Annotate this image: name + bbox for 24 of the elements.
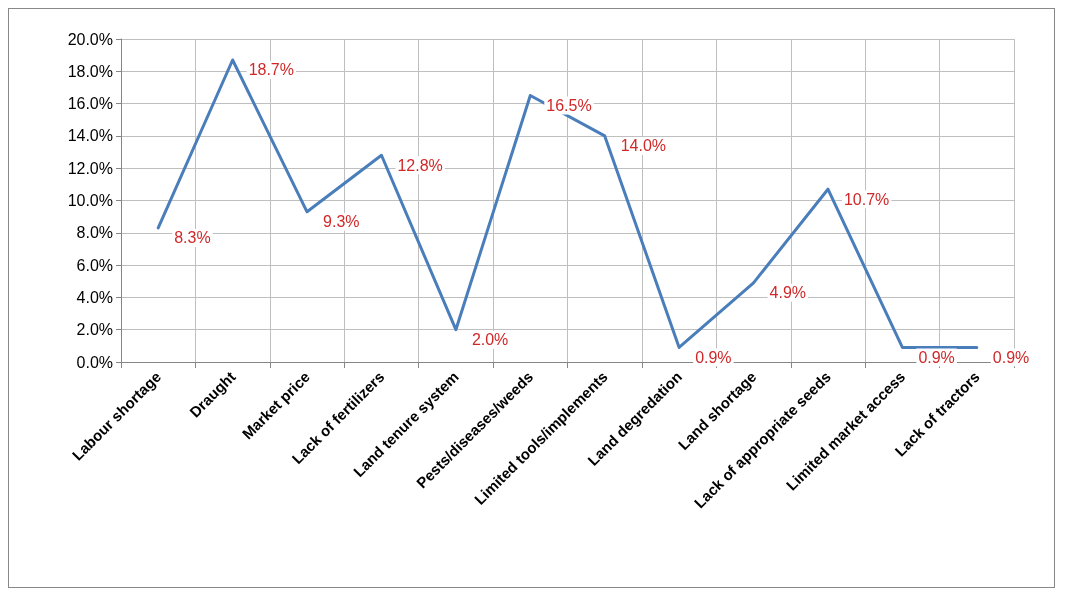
data-label: 18.7% [248, 61, 294, 79]
y-tick-label: 18.0% [67, 62, 113, 80]
y-tick-label: 2.0% [76, 321, 113, 339]
data-label: 4.9% [769, 284, 807, 302]
data-label: 0.9% [695, 348, 732, 366]
y-tick-label: 14.0% [67, 127, 113, 145]
y-tick-label: 4.0% [76, 288, 113, 306]
y-tick-label: 6.0% [76, 256, 113, 274]
y-tick-label: 0.0% [76, 353, 113, 371]
data-label: 10.7% [843, 190, 890, 208]
y-tick-label: 10.0% [67, 192, 113, 209]
data-label: 14.0% [620, 137, 667, 155]
y-tick-label: 16.0% [67, 95, 113, 113]
y-tick-label: 8.0% [76, 224, 113, 242]
line-series [156, 58, 979, 349]
data-label: 8.3% [174, 229, 211, 247]
data-label: 12.8% [397, 156, 443, 174]
y-tick-label: 20.0% [67, 30, 113, 48]
data-label: 9.3% [323, 213, 360, 231]
data-label: 2.0% [471, 331, 509, 349]
y-tick-label: 12.0% [67, 159, 113, 177]
data-label: 0.9% [918, 348, 955, 366]
data-label: 16.5% [546, 97, 592, 115]
data-label: 0.9% [992, 348, 1030, 366]
